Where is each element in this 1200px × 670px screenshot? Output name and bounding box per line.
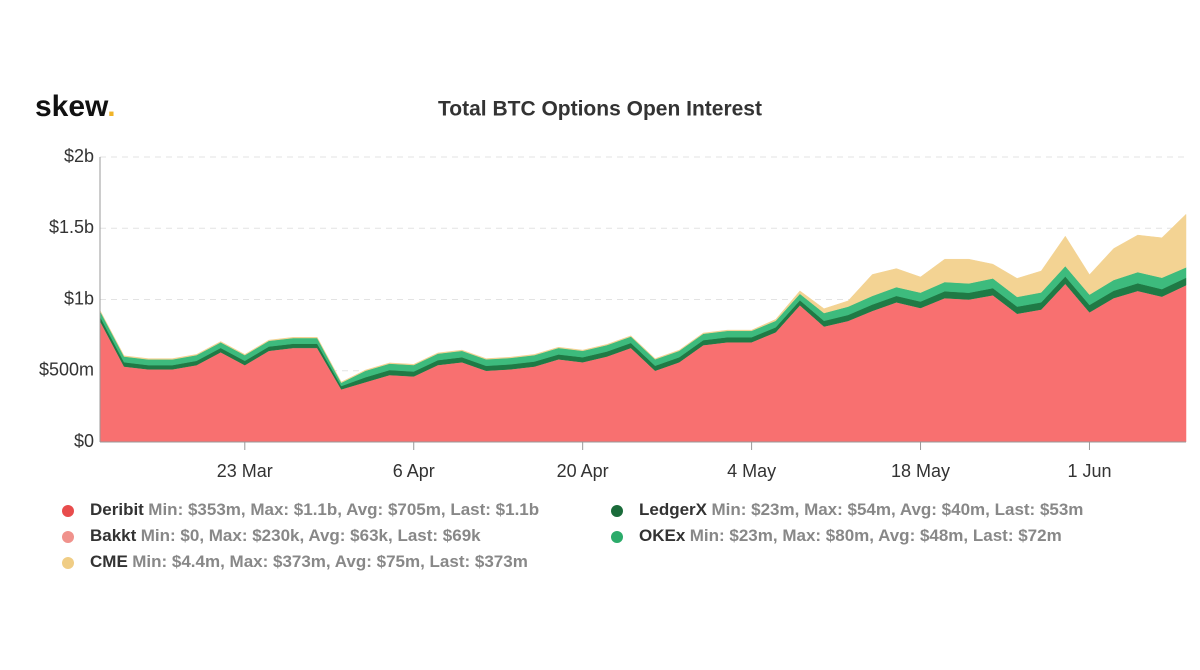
legend-summary: Min: $4.4m, Max: $373m, Avg: $75m, Last:… xyxy=(132,552,528,571)
legend-summary: Min: $0, Max: $230k, Avg: $63k, Last: $6… xyxy=(141,526,481,545)
x-tick-label: 6 Apr xyxy=(393,461,435,481)
legend-marker xyxy=(62,557,74,569)
y-tick-label: $1b xyxy=(64,288,94,308)
legend-name: LedgerX xyxy=(639,500,708,519)
legend-label: OKEx Min: $23m, Max: $80m, Avg: $48m, La… xyxy=(639,526,1062,545)
legend-label: LedgerX Min: $23m, Max: $54m, Avg: $40m,… xyxy=(639,500,1083,519)
legend-marker xyxy=(611,505,623,517)
legend-name: OKEx xyxy=(639,526,686,545)
legend-label: Bakkt Min: $0, Max: $230k, Avg: $63k, La… xyxy=(90,526,481,545)
x-tick-label: 20 Apr xyxy=(557,461,609,481)
y-tick-label: $2b xyxy=(64,146,94,166)
chart-title: Total BTC Options Open Interest xyxy=(438,98,762,121)
y-tick-label: $0 xyxy=(74,431,94,451)
legend-marker xyxy=(62,505,74,517)
x-tick-label: 1 Jun xyxy=(1067,461,1111,481)
legend-marker xyxy=(611,531,623,543)
legend-summary: Min: $23m, Max: $80m, Avg: $48m, Last: $… xyxy=(690,526,1062,545)
y-tick-label: $500m xyxy=(39,360,94,380)
area xyxy=(99,213,1187,384)
legend-label: Deribit Min: $353m, Max: $1.1b, Avg: $70… xyxy=(90,500,539,519)
legend-marker xyxy=(62,531,74,543)
logo: skew. xyxy=(35,90,116,123)
y-tick-label: $1.5b xyxy=(49,217,94,237)
legend-name: Bakkt xyxy=(90,526,137,545)
legend-name: CME xyxy=(90,552,128,571)
x-tick-label: 23 Mar xyxy=(217,461,273,481)
x-tick-label: 18 May xyxy=(891,461,950,481)
legend-summary: Min: $353m, Max: $1.1b, Avg: $705m, Last… xyxy=(148,500,539,519)
x-tick-label: 4 May xyxy=(727,461,776,481)
legend-name: Deribit xyxy=(90,500,144,519)
legend-summary: Min: $23m, Max: $54m, Avg: $40m, Last: $… xyxy=(711,500,1083,519)
legend-label: CME Min: $4.4m, Max: $373m, Avg: $75m, L… xyxy=(90,552,528,571)
